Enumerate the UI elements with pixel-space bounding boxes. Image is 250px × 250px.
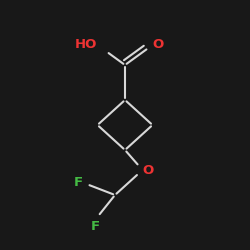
Text: F: F	[74, 176, 82, 189]
Text: F: F	[90, 220, 100, 233]
Text: HO: HO	[75, 38, 98, 52]
Text: O: O	[142, 164, 154, 176]
Text: O: O	[152, 38, 164, 52]
